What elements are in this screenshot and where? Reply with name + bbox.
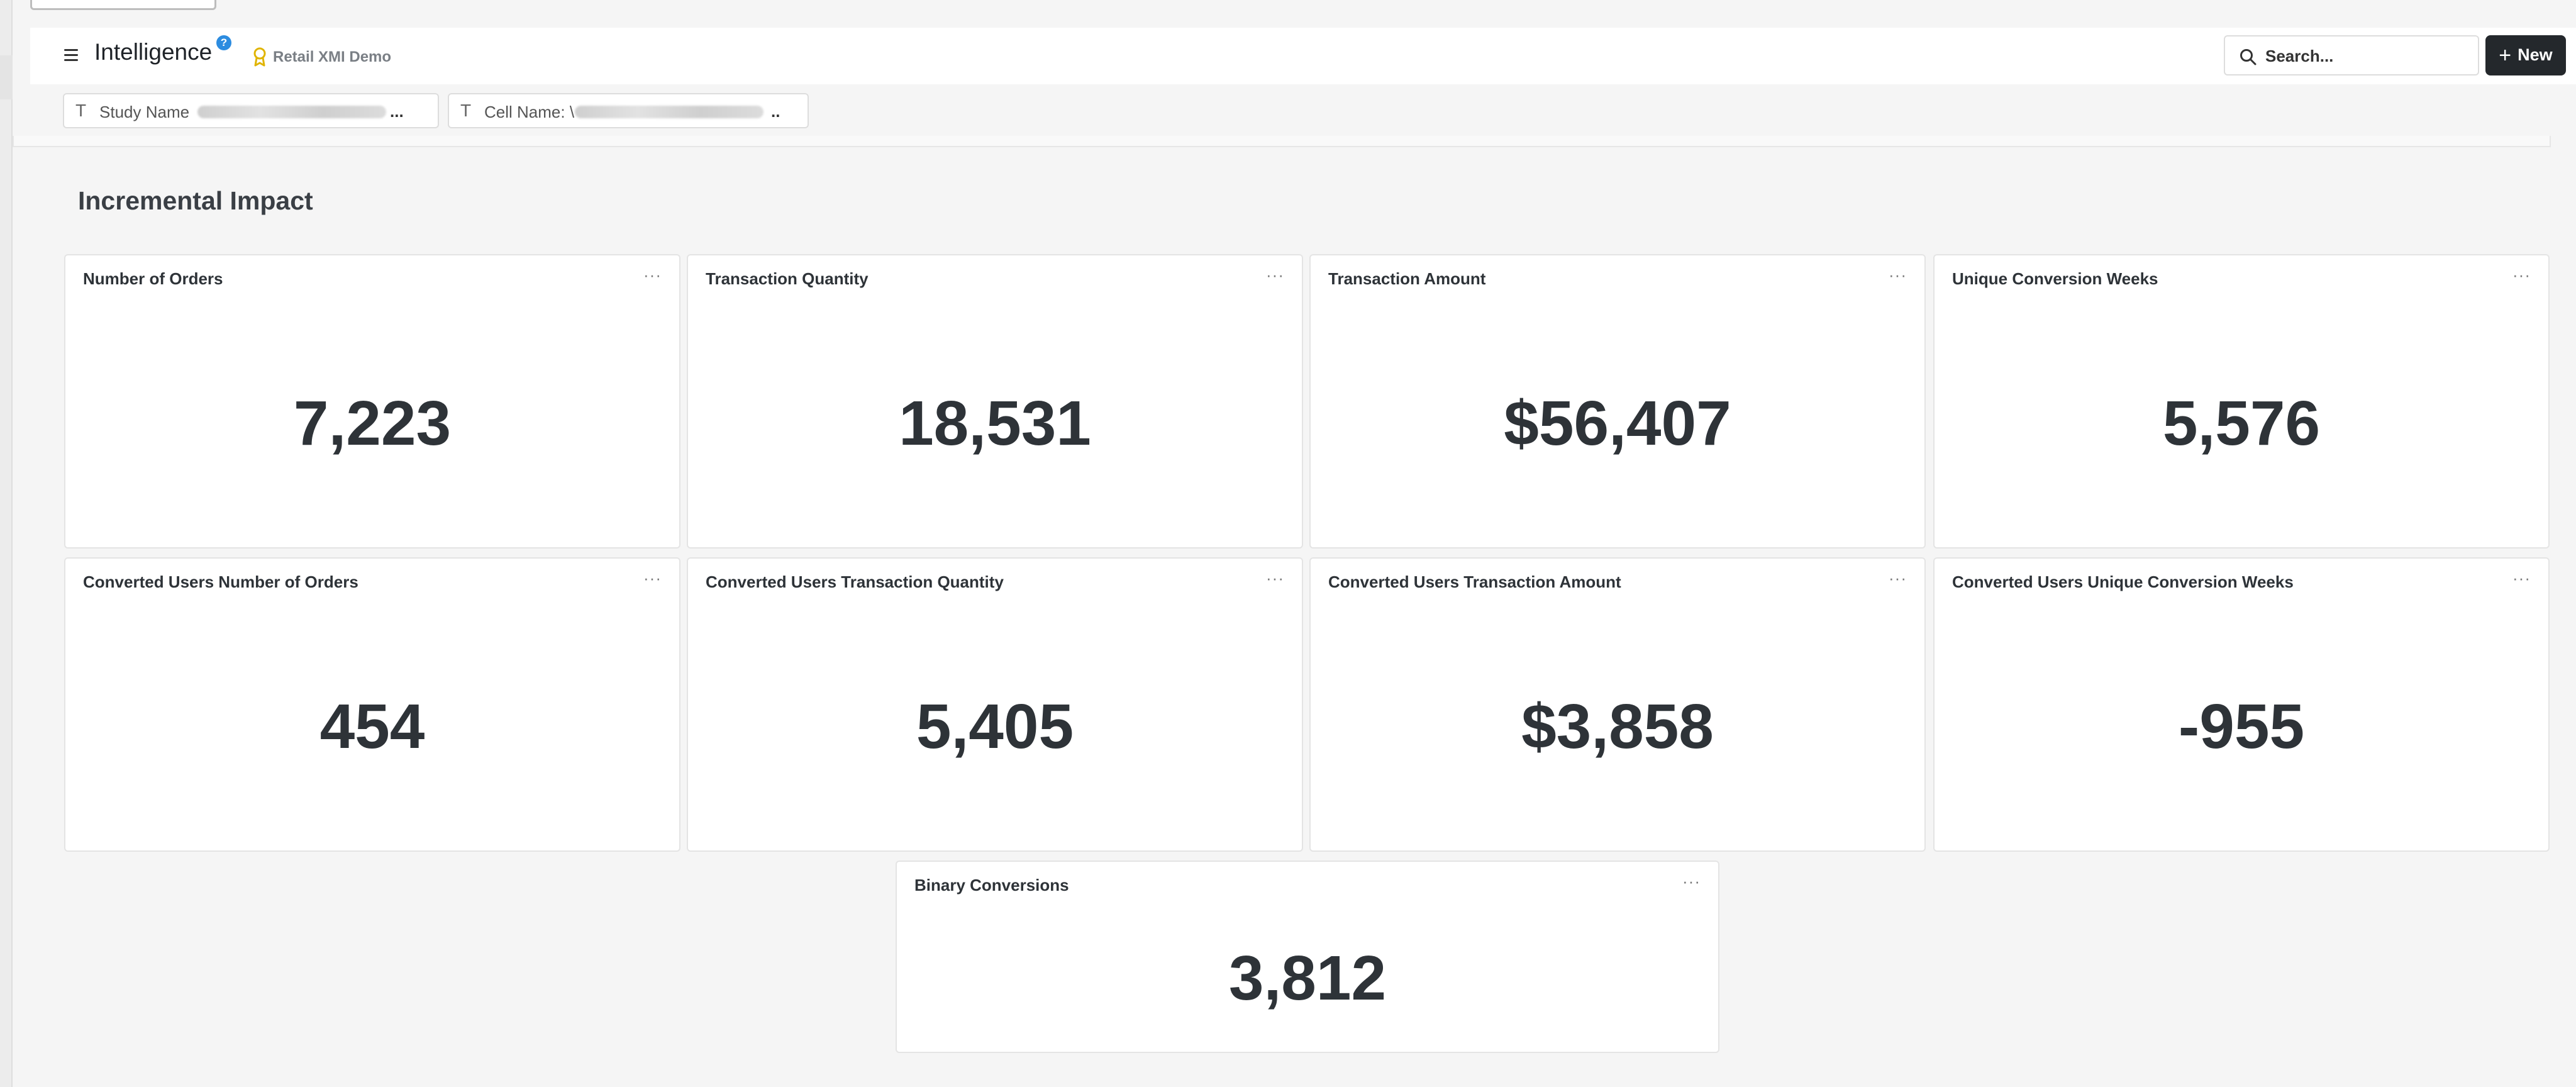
card-value: 454 [319,691,425,762]
card-title: Number of Orders [83,269,223,288]
previous-section-edge [13,136,2551,147]
card-title: Converted Users Transaction Amount [1328,572,1621,591]
filter-cell-name[interactable]: T Cell Name: \ .. [448,93,809,128]
metric-card-transaction-amount[interactable]: Transaction Amount ··· $56,407 [1309,254,1926,549]
more-options-icon[interactable]: ··· [643,265,662,284]
redacted-value [197,106,386,118]
card-value: 7,223 [293,388,452,459]
card-title: Transaction Amount [1328,269,1486,288]
more-options-icon[interactable]: ··· [643,569,662,588]
left-rail [0,0,13,1087]
card-title: Converted Users Number of Orders [83,572,358,591]
card-value: 5,576 [2162,388,2321,459]
filter-ellipsis: .. [771,102,780,121]
more-options-icon[interactable]: ··· [1889,265,1907,284]
search-input[interactable] [2265,43,2467,69]
new-button[interactable]: + New [2485,35,2566,75]
search-box[interactable] [2224,35,2479,75]
hamburger-menu-icon[interactable] [64,49,79,62]
metric-card-converted-users-transaction-quantity[interactable]: Converted Users Transaction Quantity ···… [687,557,1303,852]
app-title: Intelligence [94,39,213,65]
section-title: Incremental Impact [78,186,313,215]
left-rail-tab[interactable] [0,55,13,99]
card-value: 3,812 [1228,943,1387,1013]
card-title: Transaction Quantity [706,269,869,288]
card-title: Converted Users Transaction Quantity [706,572,1004,591]
more-options-icon[interactable]: ··· [2512,265,2531,284]
card-title: Binary Conversions [914,876,1069,895]
card-value: 5,405 [916,691,1074,762]
plus-icon: + [2499,43,2512,67]
top-toolbar-stub[interactable] [30,0,216,10]
filter-ellipsis: ... [390,102,404,121]
redacted-value [575,106,763,118]
new-button-label: New [2518,45,2553,64]
help-icon[interactable]: ? [216,35,231,50]
metric-card-converted-users-number-of-orders[interactable]: Converted Users Number of Orders ··· 454 [64,557,680,852]
more-options-icon[interactable]: ··· [1682,872,1701,891]
metric-card-transaction-quantity[interactable]: Transaction Quantity ··· 18,531 [687,254,1303,549]
text-type-icon: T [460,101,472,120]
metric-card-converted-users-unique-conversion-weeks[interactable]: Converted Users Unique Conversion Weeks … [1933,557,2550,852]
card-value: -955 [2178,691,2305,762]
card-value: 18,531 [899,388,1091,459]
more-options-icon[interactable]: ··· [1889,569,1907,588]
metric-card-converted-users-transaction-amount[interactable]: Converted Users Transaction Amount ··· $… [1309,557,1926,852]
card-title: Unique Conversion Weeks [1952,269,2158,288]
filter-study-name[interactable]: T Study Name ... [63,93,439,128]
org-name[interactable]: Retail XMI Demo [273,48,392,65]
top-header: Intelligence ? Retail XMI Demo + New [30,28,2576,84]
more-options-icon[interactable]: ··· [2512,569,2531,588]
award-ribbon-icon [253,47,266,67]
metric-card-unique-conversion-weeks[interactable]: Unique Conversion Weeks ··· 5,576 [1933,254,2550,549]
metric-card-binary-conversions[interactable]: Binary Conversions ··· 3,812 [896,861,1719,1053]
more-options-icon[interactable]: ··· [1266,265,1284,284]
card-title: Converted Users Unique Conversion Weeks [1952,572,2294,591]
filter-label: Cell Name: \ [484,103,575,121]
metric-card-number-of-orders[interactable]: Number of Orders ··· 7,223 [64,254,680,549]
filter-label: Study Name [99,103,190,121]
card-value: $3,858 [1521,691,1714,762]
more-options-icon[interactable]: ··· [1266,569,1284,588]
text-type-icon: T [75,101,87,120]
search-icon [2240,49,2257,65]
card-value: $56,407 [1504,388,1731,459]
